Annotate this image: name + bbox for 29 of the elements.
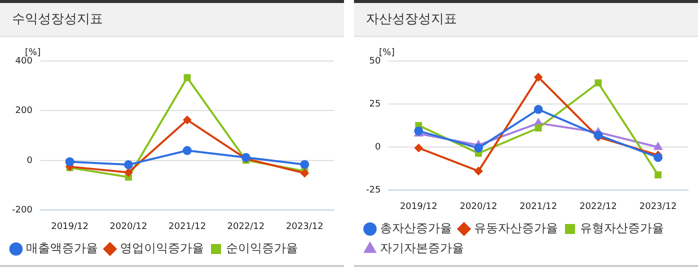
y-tick-label: 400: [15, 56, 33, 66]
chart-title: 수익성장성지표: [0, 3, 344, 37]
x-tick-label: 2020/12: [110, 222, 148, 232]
y-tick-label: 200: [15, 106, 33, 116]
x-tick-label: 2019/12: [400, 202, 438, 212]
x-tick-label: 2021/12: [520, 202, 558, 212]
legend-label: 자기자본증가율: [380, 241, 464, 256]
y-tick-label: 50: [369, 56, 381, 66]
x-tick-label: 2022/12: [580, 202, 617, 212]
x-tick-label: 2023/12: [639, 202, 677, 212]
x-tick-label: 2022/12: [227, 222, 265, 232]
legend-label: 총자산증가율: [380, 221, 452, 236]
y-tick-label: 25: [369, 99, 381, 110]
chart-title: 자산성장성지표: [354, 3, 698, 37]
x-tick-label: 2023/12: [286, 222, 324, 232]
y-axis-title: [%]: [25, 48, 41, 58]
legend-label: 유형자산증가율: [580, 221, 664, 236]
x-tick-label: 2021/12: [168, 222, 206, 232]
legend-label: 순이익증가율: [226, 241, 298, 256]
x-tick-label: 2020/12: [460, 202, 498, 212]
y-tick-label: -200: [12, 206, 33, 216]
y-axis-title: [%]: [379, 48, 395, 58]
x-tick-label: 2019/12: [51, 222, 88, 232]
y-tick-label: 0: [374, 142, 381, 152]
legend-label: 영업이익증가율: [120, 241, 204, 256]
y-tick-label: 0: [26, 156, 33, 166]
legend-label: 매출액증가율: [26, 241, 98, 256]
y-tick-label: -25: [366, 186, 381, 196]
legend-label: 유동자산증가율: [474, 221, 558, 236]
